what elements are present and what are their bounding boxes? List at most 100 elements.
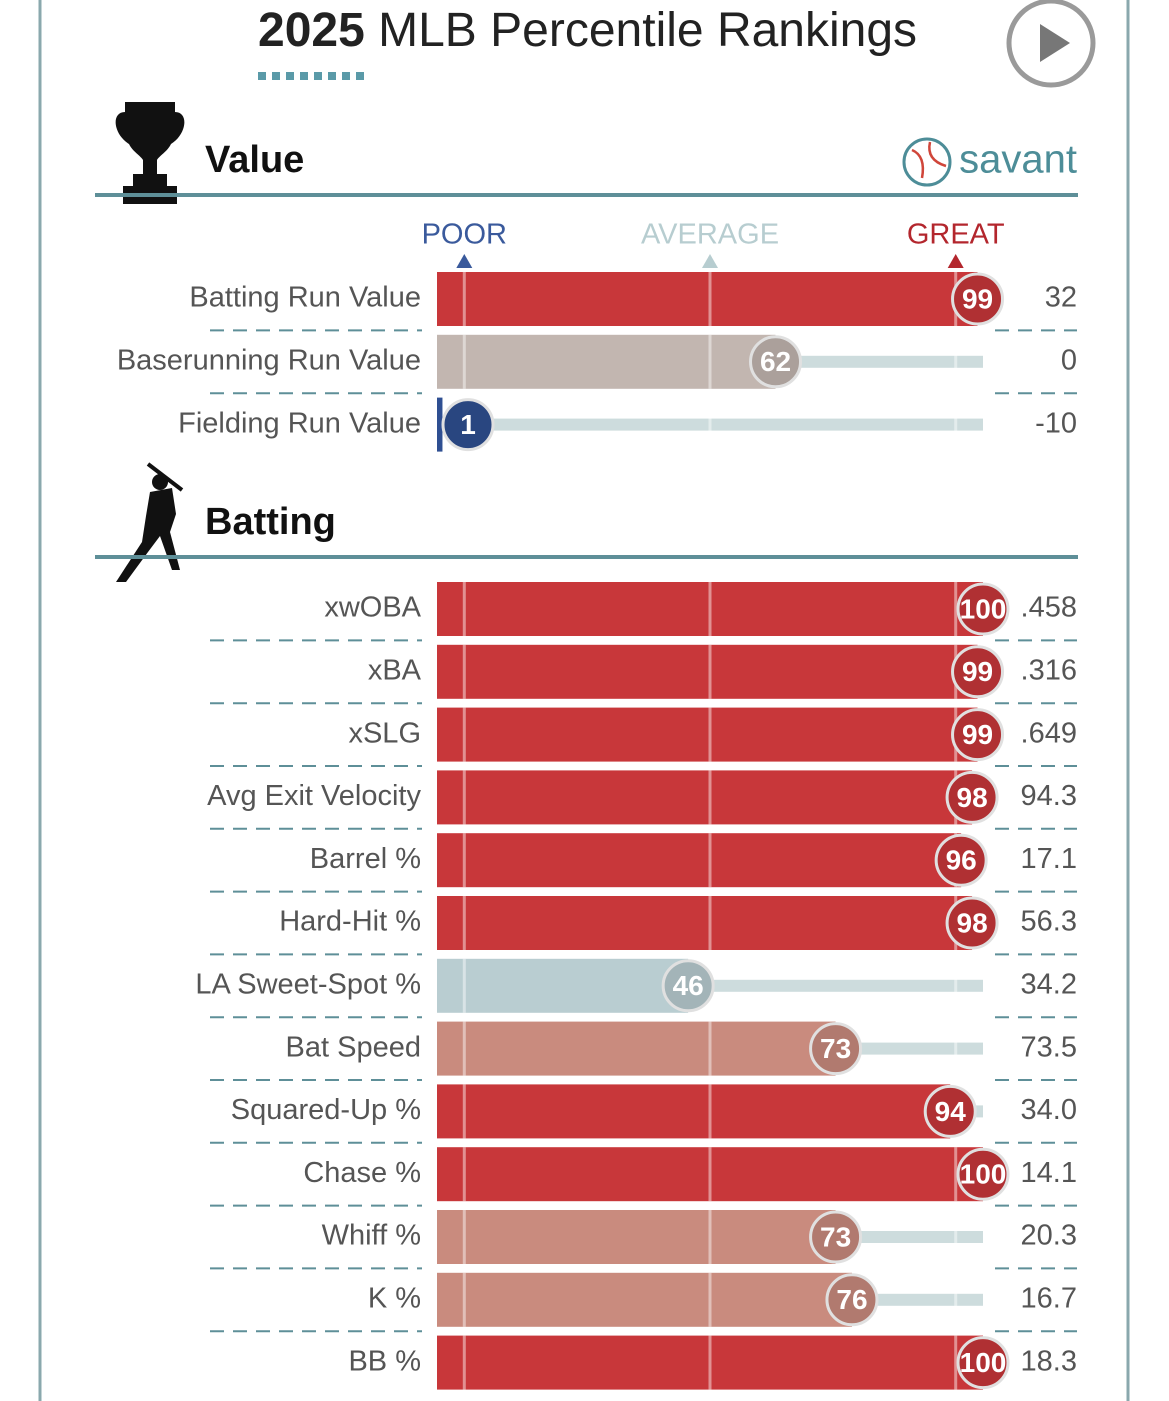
percentile-bubble (934, 833, 988, 887)
bar (437, 582, 983, 636)
stat-value: -10 (1035, 407, 1077, 439)
bar (437, 770, 973, 825)
metric-label: Avg Exit Velocity (207, 780, 421, 812)
percentile-bubble (956, 1147, 1010, 1201)
percentile-label: 98 (957, 907, 988, 938)
title: MLB Percentile Rankings (378, 4, 917, 57)
percentile-bubble (825, 1273, 879, 1327)
stat-value: 0 (1061, 344, 1077, 376)
page-title: 2025 MLB Percentile Rankings (258, 4, 917, 57)
metric-label: Chase % (303, 1157, 421, 1189)
percentile-label: 94 (935, 1096, 967, 1127)
percentile-label: 99 (962, 656, 993, 687)
metric-label: xwOBA (324, 592, 421, 624)
metric-label: LA Sweet-Spot % (195, 968, 421, 1000)
play-icon[interactable] (1040, 24, 1070, 62)
bar (437, 896, 973, 950)
metric-label: Fielding Run Value (178, 407, 421, 439)
season: 2025 (258, 4, 365, 57)
metric-label: Squared-Up % (231, 1094, 421, 1126)
percentile-bubble (945, 896, 999, 950)
bar (437, 1084, 951, 1139)
bar (437, 644, 978, 699)
metric-label: xSLG (348, 717, 421, 749)
batter-icon (116, 462, 184, 582)
percentile-label: 62 (760, 346, 791, 377)
bar (437, 1147, 983, 1202)
percentile-label: 100 (960, 593, 1007, 624)
percentile-bubble (441, 398, 495, 452)
percentile-label: 76 (836, 1284, 867, 1315)
legend-marker (702, 254, 718, 268)
stat-value: .649 (1021, 717, 1077, 749)
bar (437, 272, 978, 326)
bar (437, 707, 978, 762)
percentile-label: 99 (962, 719, 993, 750)
metric-label: Batting Run Value (189, 282, 421, 314)
percentile-label: 96 (946, 845, 977, 876)
section-title: Batting (205, 501, 336, 543)
stat-value: 17.1 (1021, 843, 1077, 875)
percentile-bubble (956, 1336, 1010, 1390)
stat-value: 14.1 (1021, 1157, 1077, 1189)
bar (437, 334, 776, 389)
legend-label: AVERAGE (641, 219, 779, 251)
play-button[interactable] (1006, 0, 1096, 88)
percentile-label: 73 (820, 1033, 851, 1064)
percentile-bubble (951, 272, 1005, 326)
percentile-label: 73 (820, 1221, 851, 1252)
percentile-bubble (749, 335, 803, 389)
stat-value: 34.2 (1021, 968, 1077, 1000)
percentile-label: 46 (673, 970, 704, 1001)
legend-marker (456, 254, 473, 268)
bar (437, 958, 689, 1013)
stat-value: 20.3 (1021, 1220, 1077, 1252)
metric-label: Bat Speed (286, 1031, 421, 1063)
stat-value: 18.3 (1021, 1345, 1077, 1377)
bar (437, 1210, 836, 1264)
percentile-label: 100 (960, 1347, 1007, 1378)
percentile-label: 100 (960, 1159, 1007, 1190)
metric-label: BB % (348, 1345, 421, 1377)
percentile-bubble (956, 582, 1010, 636)
legend-marker (947, 254, 964, 268)
bar (437, 1272, 852, 1327)
bar (437, 833, 962, 888)
stat-value: .316 (1021, 654, 1077, 686)
track (437, 418, 983, 431)
bar (437, 1335, 983, 1390)
stat-value: .458 (1021, 592, 1077, 624)
percentile-bubble (809, 1210, 863, 1264)
stat-value: 94.3 (1021, 780, 1077, 812)
metric-label: Whiff % (322, 1220, 421, 1252)
metric-label: xBA (368, 654, 422, 686)
percentile-label: 1 (460, 409, 476, 440)
stat-value: 32 (1045, 282, 1077, 314)
brand-name: savant (959, 138, 1077, 182)
stat-value: 73.5 (1021, 1031, 1077, 1063)
percentile-label: 98 (957, 782, 988, 813)
legend-label: GREAT (907, 219, 1005, 251)
percentile-bubble (951, 645, 1005, 699)
bar (437, 1021, 836, 1076)
percentile-bubble (923, 1084, 977, 1138)
metric-label: Barrel % (310, 843, 421, 875)
bar (437, 397, 443, 452)
metric-label: Baserunning Run Value (117, 344, 421, 376)
stat-value: 16.7 (1021, 1282, 1077, 1314)
percentile-label: 99 (962, 283, 993, 314)
legend-label: POOR (422, 219, 507, 251)
stat-value: 34.0 (1021, 1094, 1077, 1126)
metric-label: Hard-Hit % (279, 906, 421, 938)
section-title: Value (205, 139, 304, 181)
percentile-bubble (945, 770, 999, 824)
percentile-bubble (951, 708, 1005, 762)
trophy-icon (115, 102, 185, 204)
stat-value: 56.3 (1021, 906, 1077, 938)
percentile-bubble (661, 959, 715, 1013)
metric-label: K % (368, 1282, 421, 1314)
brand: savant (902, 137, 1077, 187)
percentile-bubble (809, 1022, 863, 1076)
